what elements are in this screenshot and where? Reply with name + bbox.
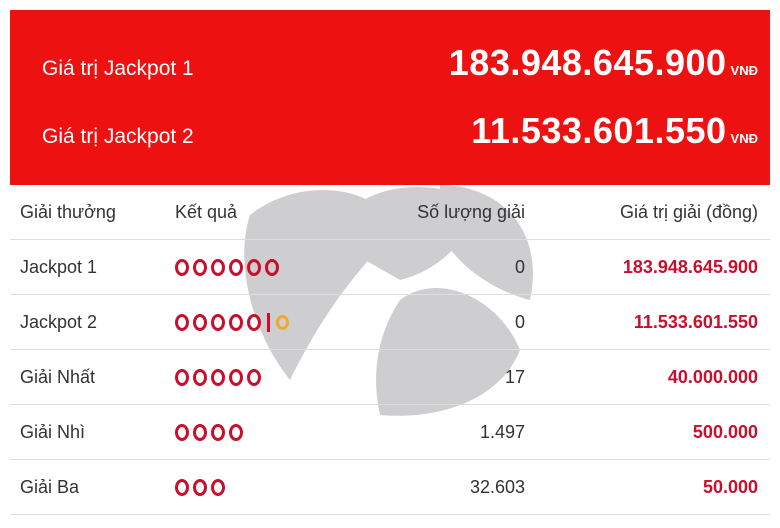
table-row: Giải Ba 32.603 50.000 (10, 460, 770, 515)
result-ball-icon (229, 258, 243, 276)
result-ball-icon (193, 423, 207, 441)
result-ball-icon (211, 368, 225, 386)
result-balls (175, 368, 355, 386)
winner-count: 1.497 (479, 421, 525, 442)
special-ball-icon (276, 314, 289, 330)
prize-name: Jackpot 1 (20, 256, 98, 277)
jackpot1-label: Giá trị Jackpot 1 (42, 57, 194, 80)
winner-count: 17 (504, 366, 525, 387)
prize-value: 11.533.601.550 (633, 311, 758, 332)
jackpot1-value: 183.948.645.900 (448, 42, 727, 83)
jackpot1-currency: VNĐ (730, 63, 758, 78)
result-ball-icon (211, 313, 225, 331)
result-ball-icon (265, 258, 279, 276)
jackpot1-row: Giá trị Jackpot 1 183.948.645.900 VNĐ (10, 42, 770, 84)
result-ball-icon (229, 313, 243, 331)
table-header: Giải thưởng Kết quả Số lượng giải Giá tr… (10, 185, 770, 240)
result-balls (175, 423, 355, 441)
jackpot2-label: Giá trị Jackpot 2 (42, 125, 194, 148)
table-row: Jackpot 1 0 183.948.645.900 (10, 240, 770, 295)
result-ball-icon (175, 423, 189, 441)
result-ball-icon (229, 368, 243, 386)
prize-value: 40.000.000 (667, 366, 758, 387)
jackpot2-value: 11.533.601.550 (471, 110, 727, 151)
header-prize: Giải thưởng (20, 201, 116, 222)
winner-count: 0 (514, 311, 525, 332)
result-ball-icon (247, 313, 261, 331)
table-row: Giải Nhì 1.497 500.000 (10, 405, 770, 460)
result-balls (175, 478, 355, 496)
jackpot2-row: Giá trị Jackpot 2 11.533.601.550 VNĐ (10, 110, 770, 152)
result-ball-icon (229, 423, 243, 441)
prize-name: Jackpot 2 (20, 311, 98, 332)
result-ball-icon (193, 258, 207, 276)
result-ball-icon (175, 313, 189, 331)
result-ball-icon (211, 423, 225, 441)
jackpot-banner: Giá trị Jackpot 1 183.948.645.900 VNĐ Giá… (10, 10, 770, 185)
result-balls (175, 312, 355, 332)
result-ball-icon (193, 313, 207, 331)
result-ball-icon (193, 368, 207, 386)
result-ball-icon (211, 478, 225, 496)
prize-table: Giải thưởng Kết quả Số lượng giải Giá tr… (10, 185, 770, 515)
winner-count: 32.603 (469, 476, 525, 497)
table-row: Jackpot 2 0 11.533.601.550 (10, 295, 770, 350)
table-row: Giải Nhất 17 40.000.000 (10, 350, 770, 405)
result-ball-icon (175, 368, 189, 386)
header-count: Số lượng giải (417, 201, 525, 222)
result-ball-icon (175, 478, 189, 496)
result-balls (175, 258, 355, 276)
separator (267, 312, 270, 332)
prize-value: 183.948.645.900 (622, 256, 758, 277)
prize-value: 500.000 (692, 421, 758, 442)
header-result: Kết quả (175, 201, 238, 222)
result-ball-icon (175, 258, 189, 276)
prize-name: Giải Ba (20, 476, 80, 497)
prize-name: Giải Nhất (20, 366, 96, 387)
jackpot2-currency: VNĐ (730, 131, 758, 146)
winner-count: 0 (514, 256, 525, 277)
result-ball-icon (247, 368, 261, 386)
result-ball-icon (211, 258, 225, 276)
header-value: Giá trị giải (đồng) (619, 201, 758, 222)
prize-name: Giải Nhì (20, 421, 86, 442)
result-ball-icon (193, 478, 207, 496)
prize-value: 50.000 (702, 476, 758, 497)
result-ball-icon (247, 258, 261, 276)
